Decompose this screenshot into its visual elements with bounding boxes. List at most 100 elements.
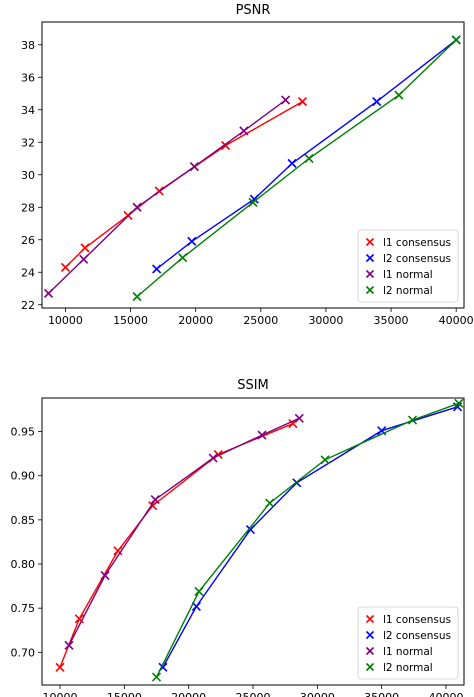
data-point (288, 419, 298, 429)
x-tick-label: 15000 (113, 314, 148, 327)
legend-label-1: l1 consensus (383, 237, 451, 249)
y-tick-label: 22 (21, 299, 35, 312)
marker-stroke (365, 237, 375, 247)
series-line-3 (68, 417, 300, 646)
x-tick-label: 40000 (428, 691, 463, 697)
marker-stroke (280, 95, 291, 105)
legend-box (357, 229, 459, 303)
x-tick-label: 25000 (236, 691, 271, 697)
legend-label-1: l1 consensus (383, 614, 451, 626)
data-point (257, 430, 267, 440)
y-tick-label: 28 (21, 201, 35, 214)
marker-stroke (187, 236, 197, 246)
legend-marker-3 (365, 269, 375, 279)
marker-stroke (257, 430, 267, 440)
data-point (151, 672, 162, 682)
marker-stroke (265, 498, 275, 508)
data-point (60, 262, 71, 272)
y-tick-label: 0.85 (11, 514, 36, 527)
marker-stroke (194, 586, 204, 596)
marker-stroke (451, 35, 461, 45)
y-tick-label: 24 (21, 266, 35, 279)
marker-stroke (365, 614, 375, 624)
y-tick-label: 34 (21, 104, 35, 117)
data-point (79, 254, 89, 264)
chart-title: SSIM (237, 378, 269, 393)
marker-stroke (152, 264, 162, 274)
legend-marker-1 (365, 237, 375, 247)
marker-stroke (100, 570, 110, 581)
marker-stroke (304, 153, 314, 164)
marker-stroke (151, 672, 162, 682)
y-tick-label: 38 (21, 39, 35, 52)
legend-label-4: l2 normal (383, 285, 433, 297)
x-tick-label: 20000 (178, 314, 213, 327)
marker-stroke (365, 630, 375, 640)
marker-stroke (55, 662, 65, 672)
x-tick-label: 30000 (308, 314, 343, 327)
marker-stroke (113, 546, 123, 556)
marker-stroke (365, 662, 375, 672)
marker-stroke (189, 162, 199, 172)
legend-marker-2 (365, 253, 375, 263)
data-point (80, 243, 90, 253)
x-tick-label: 25000 (243, 314, 278, 327)
data-point (150, 494, 160, 505)
legend-marker-4 (365, 662, 375, 672)
data-point (287, 158, 297, 168)
y-tick-label: 0.75 (11, 602, 36, 615)
marker-stroke (394, 90, 404, 100)
legend-marker-4 (365, 285, 375, 295)
data-point (132, 292, 142, 302)
data-point (113, 546, 123, 556)
x-tick-label: 15000 (107, 691, 142, 697)
y-tick-label: 0.80 (11, 558, 36, 571)
data-point (208, 453, 218, 463)
plot-frame (41, 397, 465, 686)
data-point (191, 601, 201, 611)
data-point (245, 525, 255, 535)
series-line-4 (136, 39, 457, 298)
y-tick-label: 32 (21, 136, 35, 149)
marker-stroke (64, 640, 74, 650)
marker-stroke (80, 243, 90, 253)
marker-stroke (191, 601, 201, 611)
marker-stroke (60, 262, 71, 272)
data-point (294, 413, 304, 423)
legend: l1 consensus l2 consensus l1 normal l2 norm… (357, 606, 459, 680)
data-point (55, 662, 65, 672)
x-tick-label: 35000 (374, 314, 409, 327)
chart-panel-1: PSNR 10000 15000 20000 25000 30000 35000 40000 2… (21, 3, 474, 327)
marker-stroke (407, 415, 418, 425)
marker-stroke (372, 97, 382, 107)
legend-marker-3 (365, 646, 375, 656)
marker-stroke (43, 288, 54, 298)
marker-stroke (239, 126, 249, 136)
data-point (43, 288, 54, 298)
marker-stroke (132, 202, 142, 212)
marker-stroke (245, 525, 255, 535)
marker-stroke (288, 419, 298, 429)
x-tick-label: 35000 (364, 691, 399, 697)
x-tick-label: 30000 (300, 691, 335, 697)
data-point (64, 640, 74, 650)
series-line-4 (155, 402, 460, 678)
marker-stroke (79, 254, 89, 264)
marker-stroke (74, 614, 84, 624)
data-point (152, 264, 162, 274)
data-point (178, 253, 188, 263)
data-point (280, 95, 291, 105)
marker-stroke (150, 494, 160, 505)
legend-box (357, 606, 459, 680)
data-point (189, 162, 199, 172)
x-tick-label: 20000 (171, 691, 206, 697)
marker-stroke (320, 455, 330, 465)
marker-stroke (454, 398, 464, 408)
marker-stroke (377, 426, 387, 436)
data-point (194, 586, 204, 596)
chart-title: PSNR (236, 3, 271, 18)
data-point (304, 153, 314, 164)
legend: l1 consensus l2 consensus l1 normal l2 norm… (357, 229, 459, 303)
marker-stroke (365, 285, 375, 295)
marker-stroke (365, 253, 375, 263)
